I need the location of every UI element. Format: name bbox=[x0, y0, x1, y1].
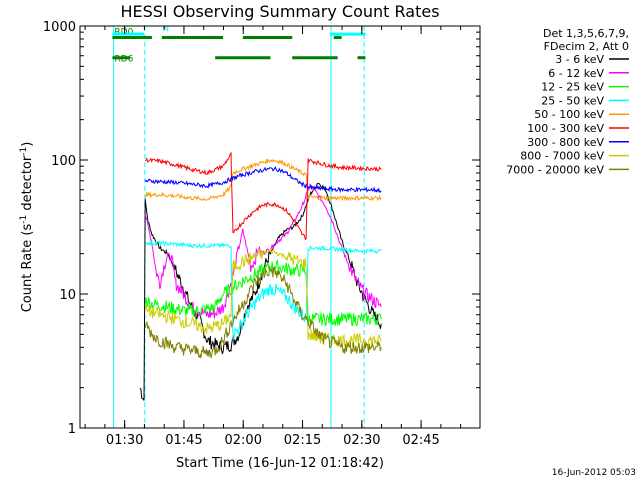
chart-title: HESSI Observing Summary Count Rates bbox=[120, 2, 439, 21]
plot-area: RD0 RD6 N bbox=[112, 24, 382, 428]
legend-entry-label: 6 - 12 keV bbox=[548, 67, 604, 80]
legend-entry-label: 50 - 100 keV bbox=[534, 108, 604, 121]
series-line-7 bbox=[144, 247, 382, 349]
legend-header-line: FDecim 2, Att 0 bbox=[544, 40, 629, 53]
legend: Det 1,3,5,6,7,9,FDecim 2, Att 03 - 6 keV… bbox=[506, 27, 629, 176]
legend-entry-label: 25 - 50 keV bbox=[541, 94, 604, 107]
series-line-8 bbox=[144, 265, 382, 359]
status-label-rd6: RD6 bbox=[114, 55, 133, 65]
series-line-5 bbox=[145, 151, 382, 241]
x-tick-label: 02:00 bbox=[225, 433, 262, 448]
legend-entry-label: 300 - 800 keV bbox=[527, 136, 604, 149]
y-axis-label: Count Rate (s-1 detector-1) bbox=[19, 142, 35, 313]
series-line-6 bbox=[144, 165, 382, 194]
y-tick-label: 1 bbox=[68, 422, 76, 437]
x-axis-label: Start Time (16-Jun-12 01:18:42) bbox=[176, 456, 384, 471]
series-line-0 bbox=[139, 182, 382, 401]
series-line-2 bbox=[144, 259, 382, 327]
status-label-n: N bbox=[162, 24, 169, 34]
legend-header-line: Det 1,3,5,6,7,9, bbox=[543, 27, 629, 40]
x-tick-label: 02:30 bbox=[343, 433, 380, 448]
legend-entry-label: 3 - 6 keV bbox=[555, 53, 604, 66]
y-tick-label: 10 bbox=[59, 288, 76, 303]
y-axis: 1 10 100 1000 bbox=[43, 20, 480, 437]
y-tick-label: 1000 bbox=[43, 20, 76, 35]
footer-timestamp: 16-Jun-2012 05:03 bbox=[552, 468, 636, 478]
x-tick-label: 02:15 bbox=[284, 433, 321, 448]
series-line-4 bbox=[145, 158, 382, 202]
x-tick-label: 02:45 bbox=[402, 433, 439, 448]
x-tick-label: 01:45 bbox=[165, 433, 202, 448]
legend-entry-label: 800 - 7000 keV bbox=[520, 150, 604, 163]
x-axis: 01:30 01:45 02:00 02:15 02:30 02:45 bbox=[84, 26, 462, 448]
legend-entry-label: 7000 - 20000 keV bbox=[506, 163, 604, 176]
legend-entry-label: 100 - 300 keV bbox=[527, 122, 604, 135]
legend-entry-label: 12 - 25 keV bbox=[541, 81, 604, 94]
x-tick-label: 01:30 bbox=[106, 433, 143, 448]
plot-frame bbox=[79, 25, 481, 429]
status-label-rd0: RD0 bbox=[114, 28, 133, 38]
y-tick-label: 100 bbox=[51, 154, 76, 169]
series-line-3 bbox=[144, 239, 382, 341]
